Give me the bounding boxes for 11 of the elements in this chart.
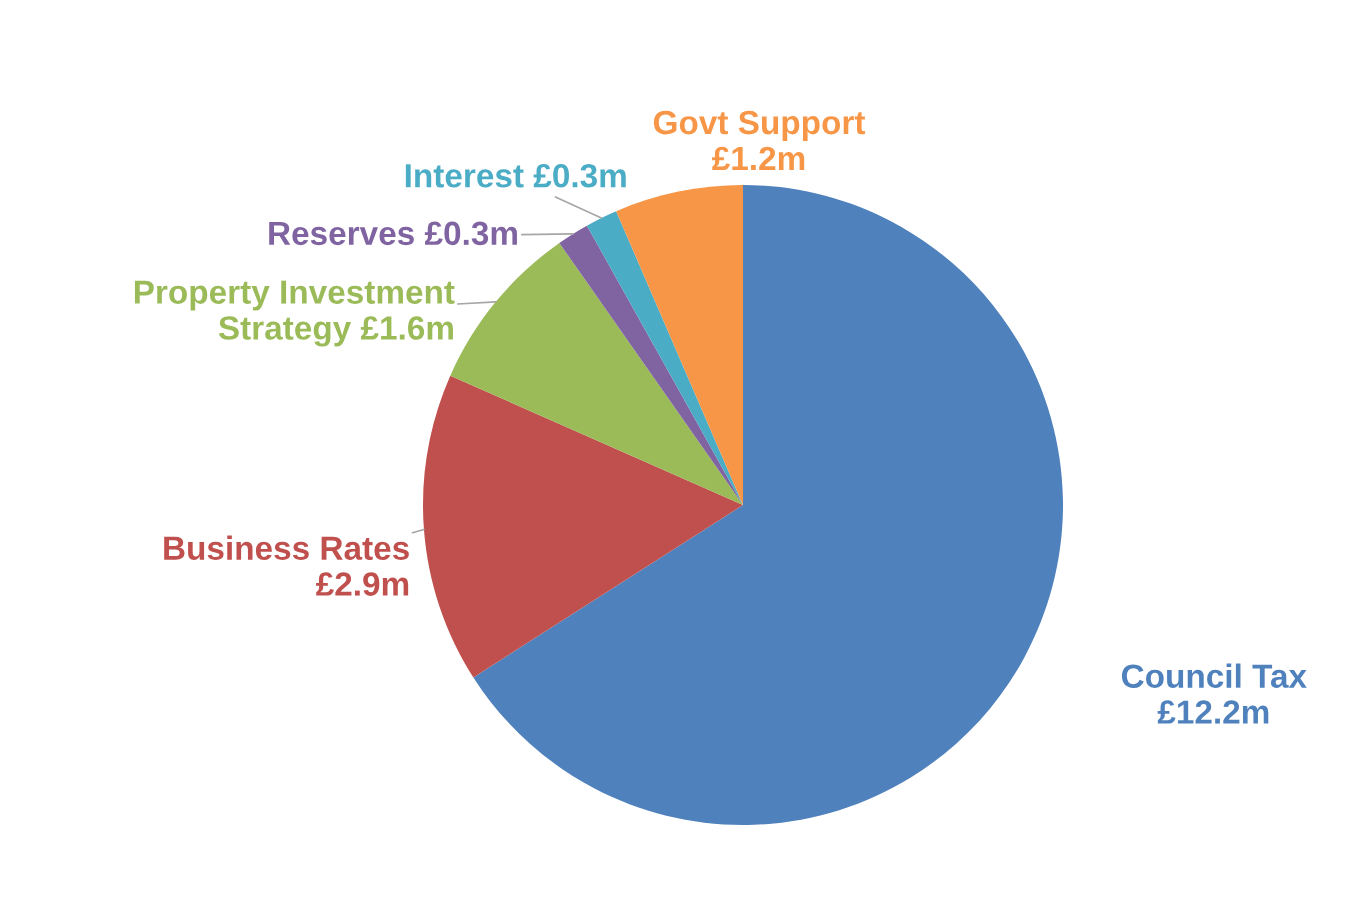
data-label: £2.9m <box>316 572 409 596</box>
data-label: £1.2m <box>712 146 805 170</box>
slice-label: Govt Support <box>653 110 866 141</box>
pie-slice <box>559 225 743 505</box>
slice-label: Business Rates <box>164 535 409 560</box>
slice-label: Council Tax <box>1121 663 1307 688</box>
data-label: £12.2m <box>1157 700 1269 724</box>
slice-label: Reserves £0.3m <box>269 221 517 246</box>
slice-label: Interest £0.3m <box>405 163 626 188</box>
slice-label: Property Investment Strategy £1.6m <box>134 280 455 347</box>
pie-slice <box>423 375 743 678</box>
